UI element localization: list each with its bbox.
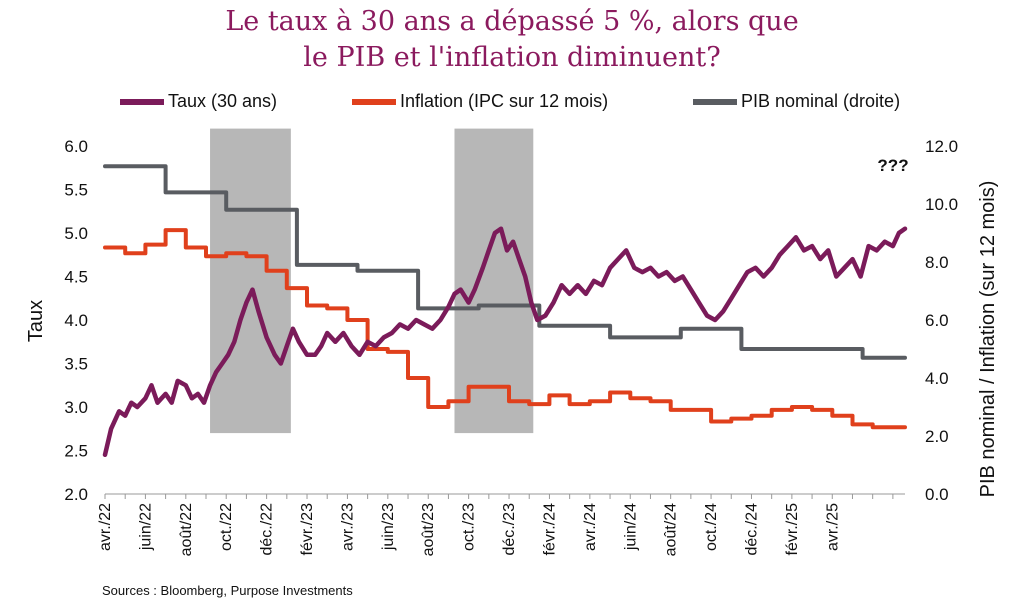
x-tick-label: août/22 <box>178 503 195 556</box>
y-left-tick-label: 2.5 <box>64 442 88 461</box>
shaded-periods <box>210 128 534 434</box>
y-right-tick-label: 4.0 <box>925 369 949 388</box>
y-axis-right-title: PIB nominal / Inflation (sur 12 mois) <box>977 181 999 498</box>
y-right-tick-label: 2.0 <box>925 427 949 446</box>
shaded-period-2 <box>454 128 534 434</box>
x-tick-label: oct./23 <box>461 503 478 551</box>
legend-swatch-taux <box>120 98 164 105</box>
y-axis-left-title: Taux <box>25 300 47 342</box>
source-note: Sources : Bloomberg, Purpose Investments <box>102 583 353 598</box>
y-left-tick-label: 3.5 <box>64 355 88 374</box>
x-tick-label: avr./25 <box>824 503 841 551</box>
x-tick-label: avr./22 <box>97 503 114 551</box>
series-line-pib <box>103 164 907 360</box>
x-tick-label: avr./24 <box>582 503 599 551</box>
x-tick-label: déc./22 <box>259 503 276 556</box>
y-right-tick-label: 10.0 <box>925 195 958 214</box>
x-tick-label: août/24 <box>663 503 680 556</box>
y-left-tick-label: 4.5 <box>64 268 88 287</box>
x-tick-label: févr./25 <box>784 503 801 556</box>
x-tick-label: oct./22 <box>218 503 235 551</box>
legend-item-pib: PIB nominal (droite) <box>693 91 900 112</box>
x-tick-label: juin/24 <box>622 503 639 551</box>
chart-title: Le taux à 30 ans a dépassé 5 %, alors qu… <box>0 4 1024 76</box>
y-right-tick-label: 6.0 <box>925 311 949 330</box>
x-tick-label: août/23 <box>420 503 437 556</box>
chart-legend: Taux (30 ans) Inflation (IPC sur 12 mois… <box>0 91 1024 117</box>
y-left-tick-label: 4.0 <box>64 311 88 330</box>
legend-label-taux: Taux (30 ans) <box>168 91 278 111</box>
y-right-tick-label: 0.0 <box>925 485 949 504</box>
legend-label-pib: PIB nominal (droite) <box>741 91 901 111</box>
y-left-tick-label: 6.0 <box>64 137 88 156</box>
y-left-tick-label: 3.0 <box>64 398 88 417</box>
x-tick-label: déc./23 <box>501 503 518 556</box>
series-lines <box>102 164 908 458</box>
legend-swatch-inflation <box>352 98 396 105</box>
x-tick-label: févr./24 <box>541 503 558 556</box>
legend-label-inflation: Inflation (IPC sur 12 mois) <box>400 91 609 111</box>
x-tick-label: févr./23 <box>299 503 316 556</box>
legend-item-inflation: Inflation (IPC sur 12 mois) <box>352 91 608 112</box>
chart-title-line-1: Le taux à 30 ans a dépassé 5 %, alors qu… <box>225 6 799 37</box>
annotation-question: ??? <box>877 156 908 175</box>
legend-item-taux: Taux (30 ans) <box>120 91 277 112</box>
y-left-tick-label: 2.0 <box>64 485 88 504</box>
x-tick-label: déc./24 <box>744 503 761 556</box>
x-tick-label: juin/23 <box>380 503 397 551</box>
x-tick-label: avr./23 <box>339 503 356 551</box>
y-right-tick-label: 8.0 <box>925 253 949 272</box>
y-left-tick-label: 5.0 <box>64 224 88 243</box>
series-line-taux <box>102 226 908 458</box>
x-tick-label: oct./24 <box>703 503 720 551</box>
axes: 2.0 2.5 3.0 3.5 4.0 4.5 5.0 5.5 6.0 0.0 2.0 4.0 6.0 8… <box>64 137 958 556</box>
y-left-tick-label: 5.5 <box>64 181 88 200</box>
shaded-period-1 <box>210 128 291 434</box>
legend-swatch-pib <box>693 98 737 105</box>
x-tick-label: juin/22 <box>137 503 154 551</box>
series-line-inflation <box>103 228 907 430</box>
y-right-tick-label: 12.0 <box>925 137 958 156</box>
chart-title-line-2: le PIB et l'inflation diminuent? <box>303 42 721 73</box>
